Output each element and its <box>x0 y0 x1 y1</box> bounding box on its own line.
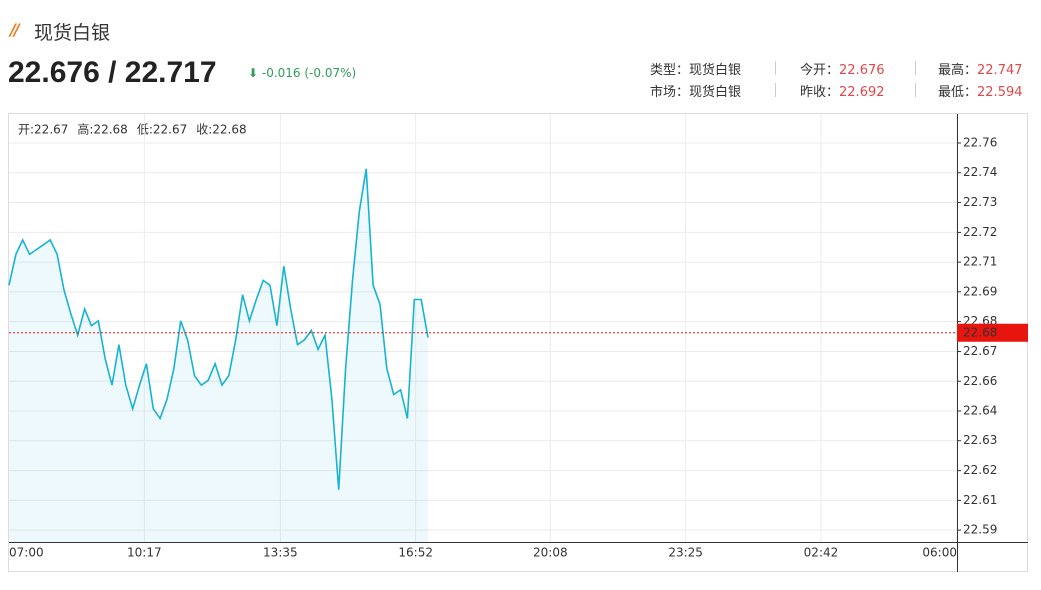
info-value: 22.676 <box>839 63 885 78</box>
x-tick-label: 02:42 <box>804 546 839 560</box>
ohlc-value: 22.67 <box>34 123 68 137</box>
x-tick-label: 20:08 <box>533 546 568 560</box>
change: ⬇ -0.016 (-0.07%) <box>248 66 357 80</box>
x-tick-label: 13:35 <box>263 546 298 560</box>
last-price-box <box>957 323 1028 342</box>
ohlc-label: 高: <box>77 122 93 137</box>
ohlc-label: 开: <box>18 123 34 137</box>
info-value: 22.692 <box>839 85 885 100</box>
y-tick-label: 22.59 <box>963 523 997 537</box>
info-value: 22.747 <box>977 63 1023 78</box>
info-label: 今开： <box>800 63 840 78</box>
x-tick-label: 10:17 <box>127 546 162 560</box>
y-tick-label: 22.61 <box>963 493 997 507</box>
info-cell: 今开：22.676 <box>800 59 885 78</box>
info-cell: 最低：22.594 <box>938 81 1023 100</box>
y-tick-label: 22.69 <box>963 284 997 298</box>
y-tick-label: 22.62 <box>963 463 997 477</box>
title: 现货白银 <box>34 22 111 44</box>
info-label: 最高： <box>938 63 978 78</box>
y-tick-label: 22.63 <box>963 433 997 447</box>
y-tick-label: 22.76 <box>963 136 997 150</box>
y-tick-label: 22.72 <box>963 225 997 239</box>
ohlc: 开: 22.67 高: 22.68 低: 22.67 收: 22.68 <box>18 122 247 137</box>
info-cell: 昨收：22.692 <box>800 81 885 100</box>
info-value: 22.594 <box>977 85 1023 100</box>
x-tick-label: 16:52 <box>398 546 433 560</box>
y-tick-label: 22.66 <box>963 374 997 388</box>
ohlc-label: 低: <box>137 123 153 137</box>
change-text: -0.016 (-0.07%) <box>261 66 357 80</box>
info-cell: 市场：现货白银 <box>650 81 741 100</box>
price: 22.676 / 22.717 <box>8 56 217 89</box>
y-tick-label: 22.71 <box>963 255 997 269</box>
x-tick-label: 06:00 <box>922 546 957 560</box>
info-label: 类型：现货白银 <box>650 63 742 78</box>
y-tick-label: 22.74 <box>963 165 997 179</box>
area <box>9 168 429 542</box>
icon: // <box>10 20 20 39</box>
ohlc-label: 收: <box>196 123 212 137</box>
info-label: 市场：现货白银 <box>650 85 742 100</box>
y-tick-label: 22.64 <box>963 403 997 417</box>
x-tick-label: 23:25 <box>668 546 703 560</box>
info-cell: 最高：22.747 <box>938 59 1023 78</box>
line <box>8 168 429 490</box>
ohlc-value: 22.68 <box>93 123 127 137</box>
last-price-label: 22.68 <box>963 325 997 339</box>
info-cell: 类型：现货白银 <box>650 59 741 78</box>
info-label: 最低： <box>938 85 978 100</box>
ohlc-value: 22.68 <box>212 123 246 137</box>
chart-frame <box>8 113 1028 572</box>
ohlc-value: 22.67 <box>153 123 187 137</box>
y-tick-label: 22.73 <box>963 195 997 209</box>
x-tick-label: 07:00 <box>9 546 44 560</box>
y-tick-label: 22.67 <box>963 344 997 358</box>
info-label: 昨收： <box>800 85 840 100</box>
